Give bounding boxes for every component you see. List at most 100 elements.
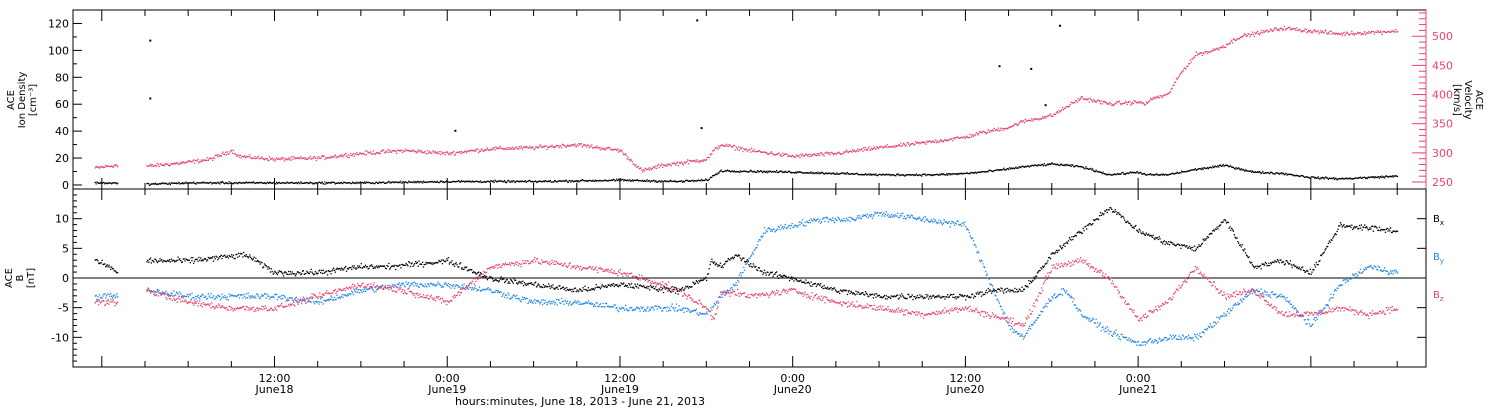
data-point	[761, 171, 763, 173]
data-point	[432, 284, 434, 287]
data-point	[524, 180, 526, 182]
data-point	[488, 267, 490, 269]
data-point	[1269, 294, 1271, 296]
data-point	[445, 181, 447, 183]
data-point	[354, 182, 356, 184]
data-point	[1352, 178, 1355, 180]
data-point	[186, 161, 188, 164]
data-point	[782, 226, 784, 228]
data-point	[1176, 338, 1178, 340]
data-point	[1105, 101, 1107, 104]
data-point	[444, 282, 446, 284]
data-point	[1295, 174, 1297, 177]
data-point	[324, 181, 326, 183]
data-point	[1046, 115, 1048, 118]
data-point	[440, 302, 443, 304]
data-point	[383, 151, 386, 153]
data-point	[1129, 101, 1131, 103]
data-point	[925, 219, 927, 221]
data-point	[816, 153, 818, 155]
data-point	[1274, 294, 1276, 296]
data-point	[306, 181, 308, 184]
data-point	[489, 288, 491, 290]
data-point	[928, 173, 930, 176]
data-point	[409, 284, 412, 286]
data-point	[626, 179, 628, 181]
data-point	[318, 295, 320, 298]
data-point	[805, 225, 807, 227]
data-point	[1148, 100, 1150, 103]
data-point	[1298, 175, 1300, 177]
data-point	[270, 182, 273, 184]
data-point	[413, 149, 415, 152]
data-point	[448, 181, 450, 183]
data-point	[152, 291, 154, 293]
data-point	[1070, 101, 1072, 104]
data-point	[194, 182, 197, 185]
data-point	[455, 294, 457, 297]
data-point	[247, 309, 249, 311]
data-point	[1216, 316, 1218, 318]
data-point	[505, 182, 507, 184]
data-point	[1176, 171, 1178, 173]
data-point	[1320, 311, 1323, 313]
data-point	[322, 183, 324, 185]
data-point	[795, 156, 797, 158]
data-point	[636, 166, 639, 168]
data-point	[489, 149, 491, 151]
y2-tick-label: 250	[1432, 176, 1453, 189]
data-point	[1252, 171, 1254, 173]
data-point	[939, 173, 941, 175]
data-point	[237, 154, 239, 156]
data-point	[1241, 169, 1243, 171]
data-point	[736, 284, 738, 286]
data-point	[707, 156, 710, 158]
data-point	[623, 154, 625, 156]
data-point	[993, 170, 995, 172]
data-point	[240, 307, 242, 309]
data-point	[1004, 169, 1007, 171]
data-point	[882, 147, 884, 149]
data-point	[1087, 168, 1090, 170]
data-point	[1020, 334, 1022, 337]
data-point	[818, 173, 820, 175]
data-point	[115, 295, 117, 297]
data-point	[1073, 165, 1076, 168]
data-point	[760, 235, 762, 237]
data-point	[1180, 336, 1182, 339]
data-point	[647, 306, 649, 308]
data-point	[843, 172, 845, 174]
data-point	[1194, 333, 1196, 335]
data-point	[1374, 265, 1376, 268]
data-point	[1031, 120, 1033, 122]
data-point	[895, 215, 897, 217]
data-point	[674, 307, 677, 309]
data-point	[558, 146, 560, 149]
data-point	[1022, 120, 1024, 122]
data-point	[716, 302, 718, 304]
data-point	[758, 239, 760, 241]
data-point	[321, 181, 323, 183]
data-point	[1317, 176, 1319, 178]
data-point	[999, 129, 1001, 131]
data-point	[1253, 289, 1255, 291]
data-point	[895, 144, 897, 147]
data-point	[814, 220, 817, 222]
data-point	[1384, 177, 1386, 179]
data-point	[1013, 329, 1015, 331]
data-point	[578, 181, 580, 183]
data-point	[1266, 29, 1268, 31]
data-point	[1111, 104, 1114, 106]
data-point	[238, 181, 241, 184]
data-point	[909, 217, 911, 219]
data-point	[1351, 177, 1353, 180]
data-point	[185, 296, 187, 298]
data-point	[149, 163, 152, 166]
data-point	[541, 181, 544, 183]
data-point	[774, 231, 776, 233]
data-point	[867, 217, 869, 219]
data-point	[325, 183, 327, 185]
data-point	[562, 144, 564, 146]
data-point	[533, 181, 535, 183]
data-point	[858, 174, 861, 176]
